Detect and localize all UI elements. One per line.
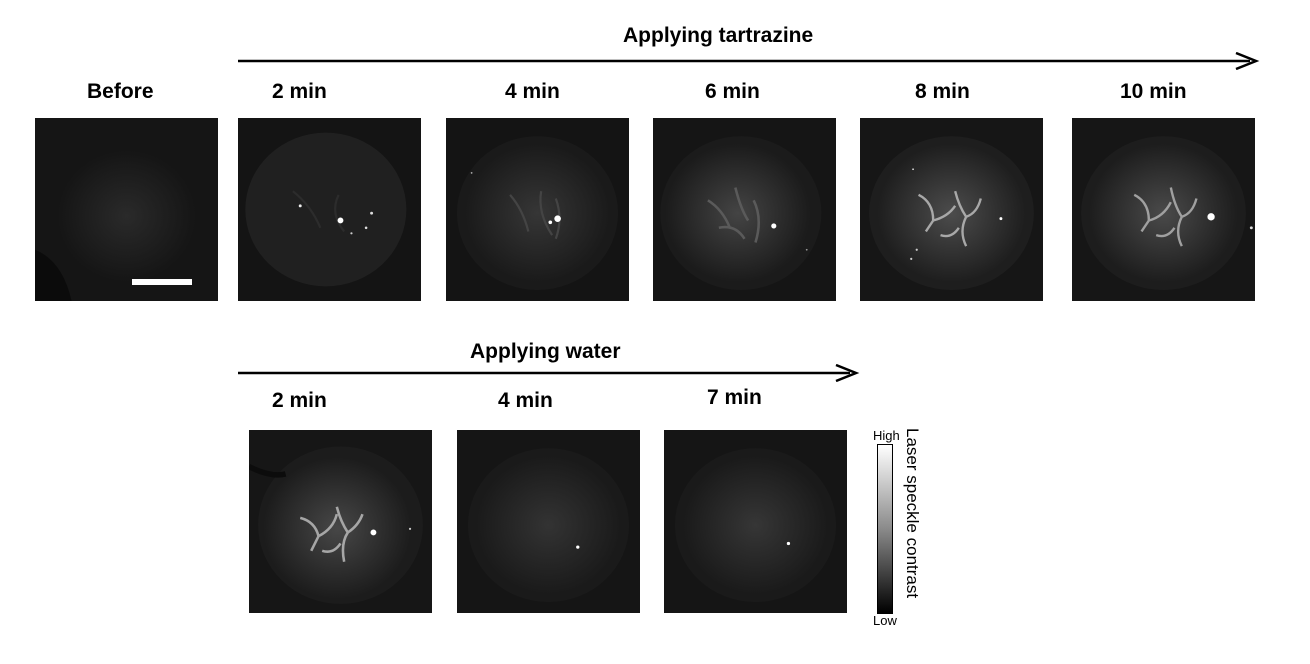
time-label-water-4min: 4 min: [498, 389, 553, 412]
time-label-tartrazine-10min: 10 min: [1120, 80, 1187, 103]
image-water-7min: [664, 430, 847, 613]
time-label-water-7min: 7 min: [707, 386, 762, 409]
time-label-water-2min: 2 min: [272, 389, 327, 412]
water-arrow-label: Applying water: [470, 340, 621, 363]
colorbar-title: Laser speckle contrast: [903, 428, 922, 599]
image-tartrazine-8min: [860, 118, 1043, 301]
time-label-tartrazine-2min: 2 min: [272, 80, 327, 103]
image-water-4min: [457, 430, 640, 613]
before-label: Before: [87, 80, 154, 103]
water-timeline-arrow: [238, 364, 860, 382]
scale-bar: [132, 279, 192, 285]
image-tartrazine-10min: [1072, 118, 1255, 301]
colorbar: [877, 444, 893, 614]
time-label-tartrazine-8min: 8 min: [915, 80, 970, 103]
tartrazine-arrow-label: Applying tartrazine: [623, 24, 814, 47]
tartrazine-timeline-arrow: [238, 52, 1260, 70]
image-before: [35, 118, 218, 301]
colorbar-high-label: High: [873, 428, 900, 443]
image-water-2min: [249, 430, 432, 613]
time-label-tartrazine-4min: 4 min: [505, 80, 560, 103]
image-tartrazine-6min: [653, 118, 836, 301]
colorbar-low-label: Low: [873, 613, 897, 628]
image-tartrazine-4min: [446, 118, 629, 301]
time-label-tartrazine-6min: 6 min: [705, 80, 760, 103]
image-tartrazine-2min: [238, 118, 421, 301]
